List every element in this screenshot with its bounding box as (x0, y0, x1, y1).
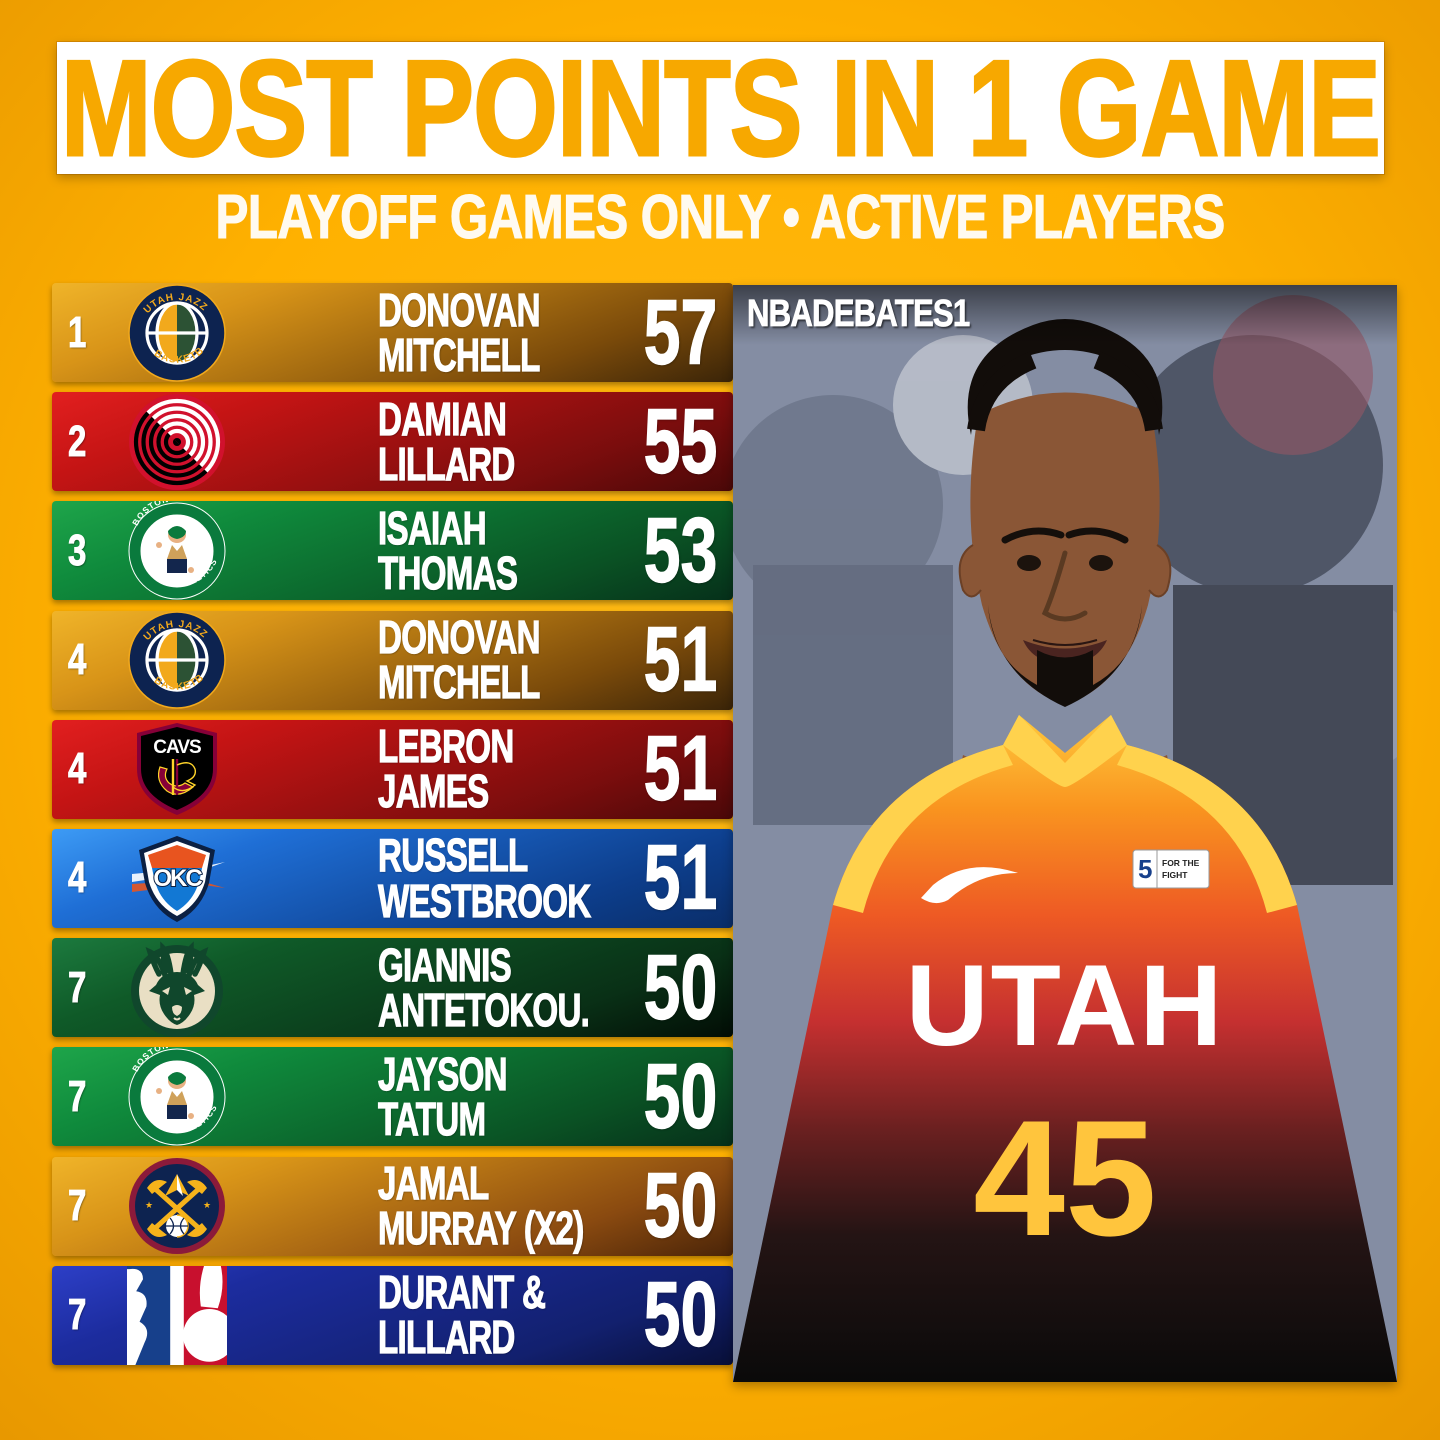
svg-text:★: ★ (145, 1200, 153, 1210)
svg-text:★: ★ (203, 1200, 211, 1210)
svg-text:5: 5 (1138, 854, 1152, 884)
svg-text:UTAH: UTAH (906, 942, 1225, 1070)
svg-text:CAVS: CAVS (153, 737, 201, 758)
svg-text:FOR THE: FOR THE (1162, 858, 1200, 868)
svg-text:FIGHT: FIGHT (1162, 870, 1188, 880)
svg-text:OKC: OKC (153, 865, 202, 892)
svg-text:45: 45 (973, 1086, 1157, 1270)
